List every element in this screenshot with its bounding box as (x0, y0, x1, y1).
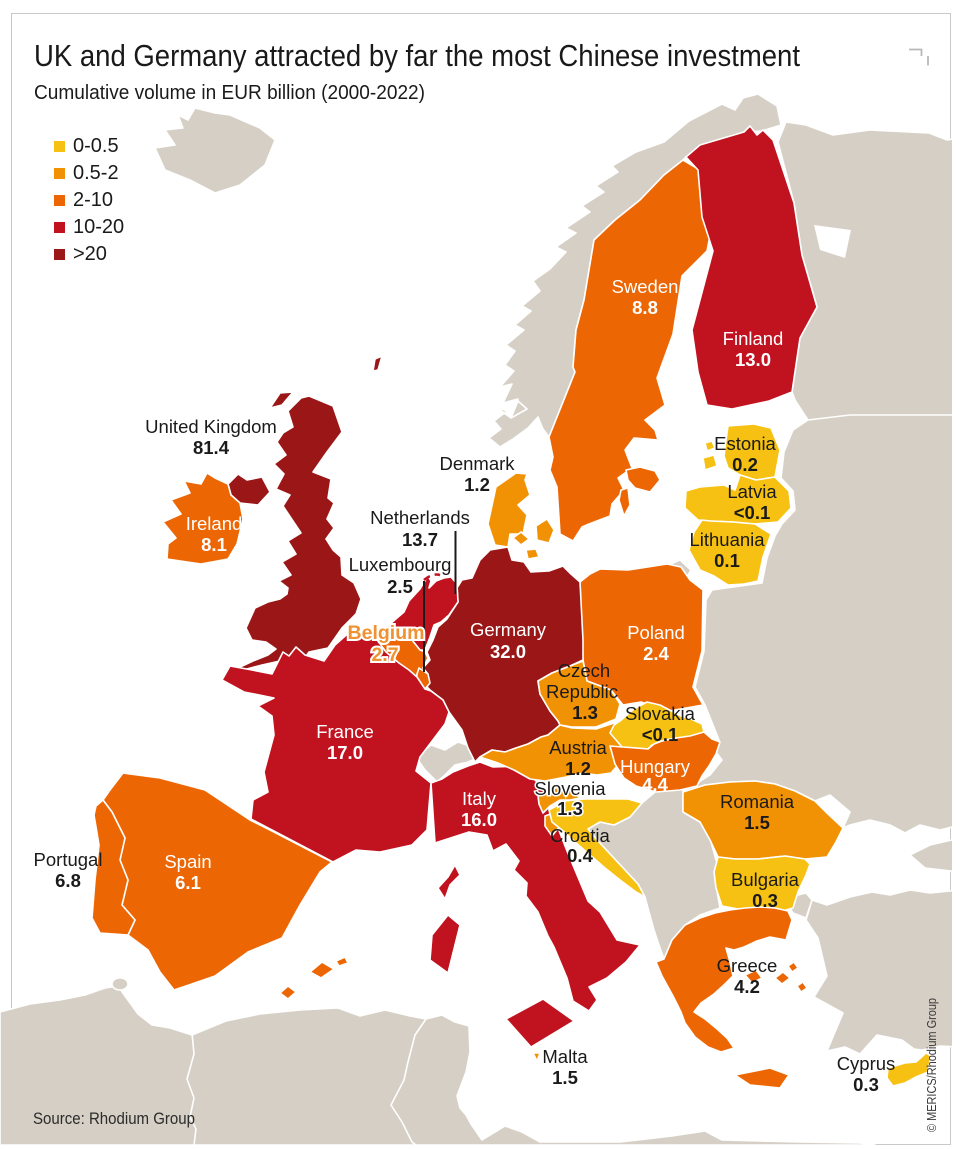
svg-text:Finland: Finland (723, 328, 784, 349)
svg-text:4.4: 4.4 (642, 774, 668, 795)
svg-text:Greece: Greece (717, 955, 778, 976)
svg-text:Lithuania: Lithuania (689, 529, 765, 550)
svg-text:France: France (316, 721, 374, 742)
svg-text:UK and Germany attracted by fa: UK and Germany attracted by far the most… (34, 39, 800, 73)
svg-text:Austria: Austria (549, 737, 607, 758)
svg-text:1.5: 1.5 (744, 812, 770, 833)
svg-text:Italy: Italy (462, 788, 497, 809)
svg-text:Netherlands: Netherlands (370, 507, 470, 528)
svg-text:2-10: 2-10 (73, 189, 113, 211)
svg-text:0.4: 0.4 (567, 845, 593, 866)
svg-text:17.0: 17.0 (327, 742, 363, 763)
svg-text:0.3: 0.3 (752, 890, 778, 911)
svg-text:Source: Rhodium Group: Source: Rhodium Group (33, 1109, 195, 1128)
svg-text:1.2: 1.2 (464, 474, 490, 495)
svg-text:2.5: 2.5 (387, 576, 413, 597)
svg-text:32.0: 32.0 (490, 641, 526, 662)
svg-text:<0.1: <0.1 (642, 724, 679, 745)
svg-text:8.8: 8.8 (632, 297, 658, 318)
svg-text:1.3: 1.3 (572, 702, 598, 723)
svg-text:Slovenia: Slovenia (535, 778, 607, 799)
svg-text:0.3: 0.3 (853, 1074, 879, 1095)
svg-text:4.2: 4.2 (734, 976, 760, 997)
svg-text:13.0: 13.0 (735, 349, 771, 370)
svg-text:0.1: 0.1 (714, 550, 740, 571)
svg-text:<0.1: <0.1 (734, 502, 771, 523)
svg-text:1.5: 1.5 (552, 1067, 578, 1088)
svg-text:2.7: 2.7 (371, 644, 398, 666)
svg-text:16.0: 16.0 (461, 809, 497, 830)
svg-text:6.1: 6.1 (175, 872, 201, 893)
svg-text:81.4: 81.4 (193, 437, 230, 458)
svg-text:Luxembourg: Luxembourg (349, 554, 452, 575)
svg-text:Republic: Republic (546, 681, 618, 702)
svg-text:Spain: Spain (164, 851, 211, 872)
svg-text:Cumulative volume in EUR billi: Cumulative volume in EUR billion (2000-2… (34, 82, 425, 104)
svg-text:Ireland: Ireland (186, 513, 243, 534)
svg-text:Portugal: Portugal (34, 849, 103, 870)
svg-text:Denmark: Denmark (439, 453, 515, 474)
svg-text:Romania: Romania (720, 791, 795, 812)
svg-text:6.8: 6.8 (55, 870, 81, 891)
svg-text:Hungary: Hungary (620, 756, 691, 777)
svg-text:0.2: 0.2 (732, 454, 758, 475)
svg-text:Cyprus: Cyprus (837, 1053, 896, 1074)
svg-text:Germany: Germany (470, 619, 547, 640)
svg-text:Slovakia: Slovakia (625, 703, 696, 724)
svg-text:Bulgaria: Bulgaria (731, 869, 800, 890)
svg-text:1.2: 1.2 (565, 758, 591, 779)
svg-text:© MERICS/Rhodium Group: © MERICS/Rhodium Group (924, 998, 939, 1132)
svg-text:Malta: Malta (542, 1046, 588, 1067)
svg-text:1.3: 1.3 (557, 798, 583, 819)
svg-text:8.1: 8.1 (201, 534, 227, 555)
svg-text:0.5-2: 0.5-2 (73, 162, 119, 184)
svg-text:Estonia: Estonia (714, 433, 776, 454)
svg-text:Poland: Poland (627, 622, 685, 643)
svg-text:>20: >20 (73, 243, 107, 265)
svg-text:Latvia: Latvia (727, 481, 777, 502)
svg-text:Croatia: Croatia (550, 825, 610, 846)
svg-text:0-0.5: 0-0.5 (73, 135, 119, 157)
svg-text:10-20: 10-20 (73, 216, 124, 238)
svg-text:Sweden: Sweden (612, 276, 679, 297)
svg-text:United Kingdom: United Kingdom (145, 416, 277, 437)
svg-text:13.7: 13.7 (402, 529, 438, 550)
svg-text:Czech: Czech (558, 660, 610, 681)
svg-text:2.4: 2.4 (643, 643, 669, 664)
svg-text:Belgium: Belgium (348, 622, 425, 644)
